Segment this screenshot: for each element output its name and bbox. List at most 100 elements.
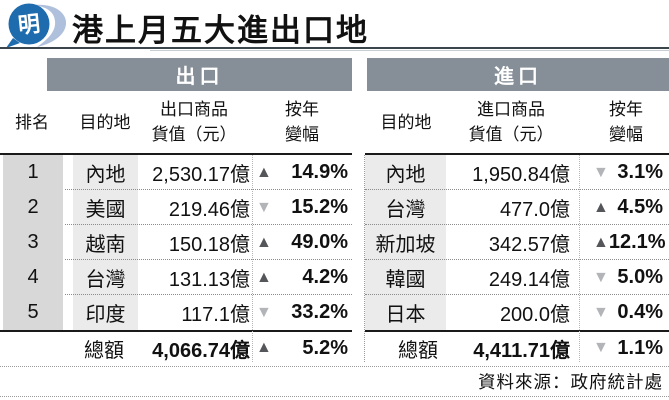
import-table-band: 進口 [367, 58, 669, 91]
change-cell: ▼ 5.0% [593, 260, 663, 295]
change-percent: 1.1% [617, 336, 663, 359]
logo-bubble [8, 3, 50, 45]
header-label: 貨值（元） [151, 125, 237, 144]
logo-character: 明 [17, 11, 42, 38]
page-title: 港上月五大進出口地 [72, 13, 369, 48]
import-table: 進口 目的地 進口商品 貨值（元） 按年 變幅 內地 1,950.84億 ▼ 3… [364, 58, 669, 364]
change-arrow-icon: ▼ [256, 303, 272, 321]
header-label: 出口商品 [160, 100, 228, 119]
header-label: 按年 [285, 100, 319, 119]
value-cell: 477.0億 [499, 199, 570, 221]
change-cell: ▼ 3.1% [593, 155, 663, 190]
header-label: 按年 [609, 100, 643, 119]
table-row: 內地 1,950.84億 ▼ 3.1% [365, 155, 669, 190]
column-separator [252, 155, 253, 362]
export-col-header-value: 出口商品 貨值（元） [136, 91, 252, 153]
change-cell: ▲ 4.5% [593, 190, 663, 225]
rank-cell: 3 [3, 225, 63, 260]
rank-cell: 4 [3, 260, 63, 295]
change-arrow-icon: ▼ [593, 339, 609, 356]
table-row: 1 內地 2,530.17億 ▲ 14.9% [0, 155, 352, 190]
table-row: 新加坡 342.57億 ▲ 12.1% [365, 224, 669, 260]
header-label: 目的地 [79, 112, 131, 132]
header-label: 變幅 [285, 125, 319, 144]
header-label: 進口商品 [477, 100, 545, 119]
total-value: 4,066.74億 [152, 339, 250, 362]
total-change-cell: ▼ 1.1% [593, 334, 663, 362]
value-cell: 1,950.84億 [472, 164, 570, 186]
export-col-header-rank: 排名 [0, 91, 64, 153]
destination-cell: 印度 [73, 295, 138, 330]
header-rule [365, 153, 669, 155]
change-percent: 49.0% [291, 231, 348, 253]
change-percent: 33.2% [291, 301, 348, 323]
change-cell: ▲ 14.9% [256, 155, 348, 190]
value-cell: 150.18億 [168, 234, 250, 256]
destination-cell: 新加坡 [365, 225, 446, 260]
destination-cell: 台灣 [365, 190, 446, 225]
destination-cell: 韓國 [365, 260, 446, 295]
change-cell: ▲ 4.2% [256, 260, 348, 295]
rank-cell: 5 [3, 295, 63, 330]
import-rows: 內地 1,950.84億 ▼ 3.1% 台灣 477.0億 ▲ 4.5% 新加坡… [365, 155, 669, 330]
export-col-header-destination: 目的地 [72, 91, 138, 153]
import-col-header-value: 進口商品 貨值（元） [451, 91, 571, 153]
table-row: 5 印度 117.1億 ▼ 33.2% [0, 294, 352, 330]
total-rule [365, 330, 669, 332]
table-row: 3 越南 150.18億 ▲ 49.0% [0, 224, 352, 260]
change-arrow-icon: ▼ [593, 303, 609, 321]
header-label: 貨值（元） [468, 125, 554, 144]
change-arrow-icon: ▲ [256, 233, 272, 251]
table-row: 4 台灣 131.13億 ▲ 4.2% [0, 259, 352, 295]
value-cell: 2,530.17億 [152, 164, 250, 186]
value-cell: 131.13億 [168, 269, 250, 291]
change-arrow-icon: ▲ [593, 198, 609, 216]
rank-cell: 1 [3, 155, 63, 190]
table-row: 韓國 249.14億 ▼ 5.0% [365, 259, 669, 295]
change-arrow-icon: ▼ [593, 163, 609, 181]
change-arrow-icon: ▲ [256, 163, 272, 181]
change-arrow-icon: ▼ [593, 268, 609, 286]
footer-dotted-rule [0, 366, 669, 367]
header-label: 目的地 [380, 112, 432, 132]
table-row: 日本 200.0億 ▼ 0.4% [365, 294, 669, 330]
value-cell: 219.46億 [168, 199, 250, 221]
table-row: 2 美國 219.46億 ▼ 15.2% [0, 189, 352, 225]
change-percent: 4.5% [617, 196, 663, 218]
title-divider [0, 47, 669, 49]
export-table-band: 出口 [47, 58, 352, 91]
destination-cell: 內地 [73, 155, 138, 190]
change-percent: 4.2% [302, 266, 348, 288]
change-cell: ▲ 49.0% [256, 225, 348, 260]
value-cell: 117.1億 [181, 304, 250, 326]
table-row: 台灣 477.0億 ▲ 4.5% [365, 189, 669, 225]
change-percent: 12.1% [608, 231, 666, 253]
destination-cell: 日本 [365, 295, 446, 330]
export-col-header-change: 按年 變幅 [254, 91, 350, 153]
export-rows: 1 內地 2,530.17億 ▲ 14.9% 2 美國 219.46億 ▼ 15… [0, 155, 352, 330]
destination-cell: 台灣 [73, 260, 138, 295]
change-percent: 5.0% [617, 266, 663, 288]
rank-cell: 2 [3, 190, 63, 225]
title-divider-light [150, 50, 669, 51]
logo-swoosh [34, 4, 67, 47]
change-percent: 14.9% [291, 161, 348, 183]
value-cell: 200.0億 [499, 304, 570, 326]
mingpao-brand-logo-icon: 明 [6, 3, 67, 48]
change-percent: 3.1% [617, 161, 663, 183]
source-credit: 資料來源：政府統計處 [478, 372, 663, 392]
export-total-row: 總額 4,066.74億 ▲ 5.2% [0, 334, 352, 362]
table-left-separator [364, 155, 365, 362]
change-arrow-icon: ▲ [256, 339, 272, 356]
destination-cell: 美國 [73, 190, 138, 225]
header-rule [0, 153, 352, 155]
header-label: 排名 [15, 112, 49, 132]
change-arrow-icon: ▲ [593, 233, 609, 251]
total-label: 總額 [84, 339, 124, 362]
value-cell: 249.14億 [488, 269, 570, 291]
change-percent: 0.4% [617, 301, 663, 323]
column-separator [579, 155, 580, 362]
export-table: 出口 排名 目的地 出口商品 貨值（元） 按年 變幅 1 內地 2,530.17… [0, 58, 352, 364]
total-rule [0, 330, 352, 332]
